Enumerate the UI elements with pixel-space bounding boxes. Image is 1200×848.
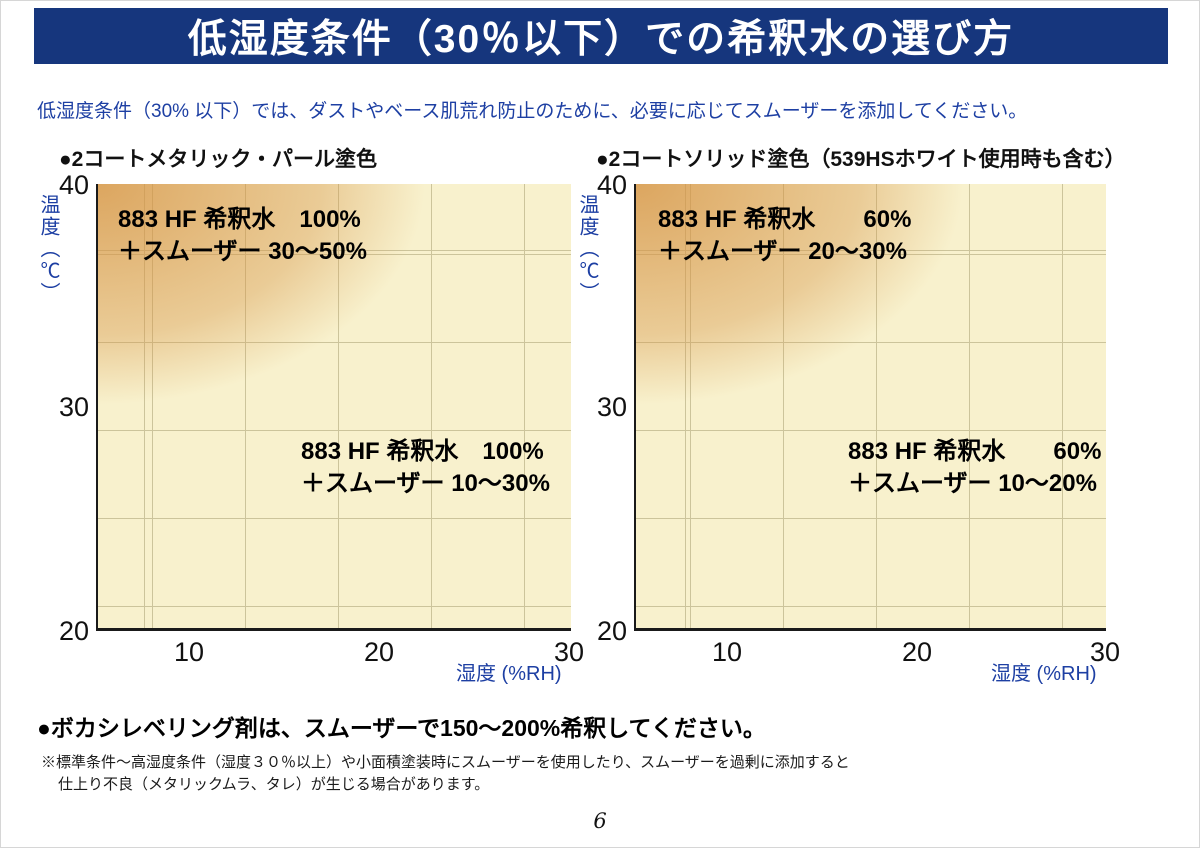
y-tick-20: 20	[58, 616, 89, 646]
y-tick-40: 40	[58, 170, 89, 200]
annotation-line-2: ＋スムーザー 20～30%	[658, 237, 907, 265]
footnote-line-1: ※標準条件～高湿度条件（湿度３０％以上）や小面積塗装時にスムーザーを使用したり、…	[41, 754, 850, 771]
note-heading: ●ボカシレベリング剤は、スムーザーで150～200%希釈してください。	[37, 715, 766, 741]
annotation-line-1: 883 HF 希釈水 60%	[658, 206, 912, 233]
x-tick-10: 10	[173, 637, 205, 667]
annotation-line-2: ＋スムーザー 30～50%	[118, 237, 367, 265]
x-axis-label: 湿度 (%RH)	[991, 663, 1097, 685]
page-number: 6	[593, 809, 607, 833]
annotation-line-1: 883 HF 希釈水 60%	[848, 438, 1102, 465]
annotation-line-1: 883 HF 希釈水 100%	[301, 438, 544, 465]
annotation-line-1: 883 HF 希釈水 100%	[118, 206, 361, 233]
x-tick-10: 10	[711, 637, 743, 667]
plot-area: 883 HF 希釈水 60% ＋スムーザー 20～30% 883 HF 希釈水 …	[634, 184, 1106, 631]
zone-annotation-lower: 883 HF 希釈水 60% ＋スムーザー 10～20%	[848, 436, 1101, 499]
zone-annotation-lower: 883 HF 希釈水 100% ＋スムーザー 10～30%	[301, 436, 550, 499]
x-tick-20: 20	[363, 637, 395, 667]
plot-area: 883 HF 希釈水 100% ＋スムーザー 30～50% 883 HF 希釈水…	[96, 184, 571, 631]
y-axis-label: 温度（℃）	[37, 194, 59, 304]
page-title: 低湿度条件（30％以下）での希釈水の選び方	[187, 18, 1015, 61]
y-tick-30: 30	[58, 392, 89, 422]
zone-annotation-upper: 883 HF 希釈水 100% ＋スムーザー 30～50%	[118, 204, 367, 267]
chart-title: ●2コートソリッド塗色（539HSホワイト使用時も含む）	[596, 148, 1126, 171]
x-tick-30: 30	[1089, 637, 1121, 667]
x-tick-20: 20	[901, 637, 933, 667]
y-tick-30: 30	[596, 392, 627, 422]
title-banner: 低湿度条件（30％以下）での希釈水の選び方	[34, 8, 1168, 64]
chart-title: ●2コートメタリック・パール塗色	[59, 148, 377, 171]
footnote-line-2: 仕上り不良（メタリックムラ、タレ）が生じる場合があります。	[58, 776, 490, 793]
intro-text: 低湿度条件（30% 以下）では、ダストやベース肌荒れ防止のために、必要に応じてス…	[37, 101, 1028, 122]
x-axis-label: 湿度 (%RH)	[456, 663, 562, 685]
zone-annotation-upper: 883 HF 希釈水 60% ＋スムーザー 20～30%	[658, 204, 911, 267]
y-tick-40: 40	[596, 170, 627, 200]
annotation-line-2: ＋スムーザー 10～20%	[848, 469, 1097, 497]
y-tick-20: 20	[596, 616, 627, 646]
y-axis-label: 温度（℃）	[576, 194, 598, 304]
annotation-line-2: ＋スムーザー 10～30%	[301, 469, 550, 497]
x-tick-30: 30	[553, 637, 585, 667]
